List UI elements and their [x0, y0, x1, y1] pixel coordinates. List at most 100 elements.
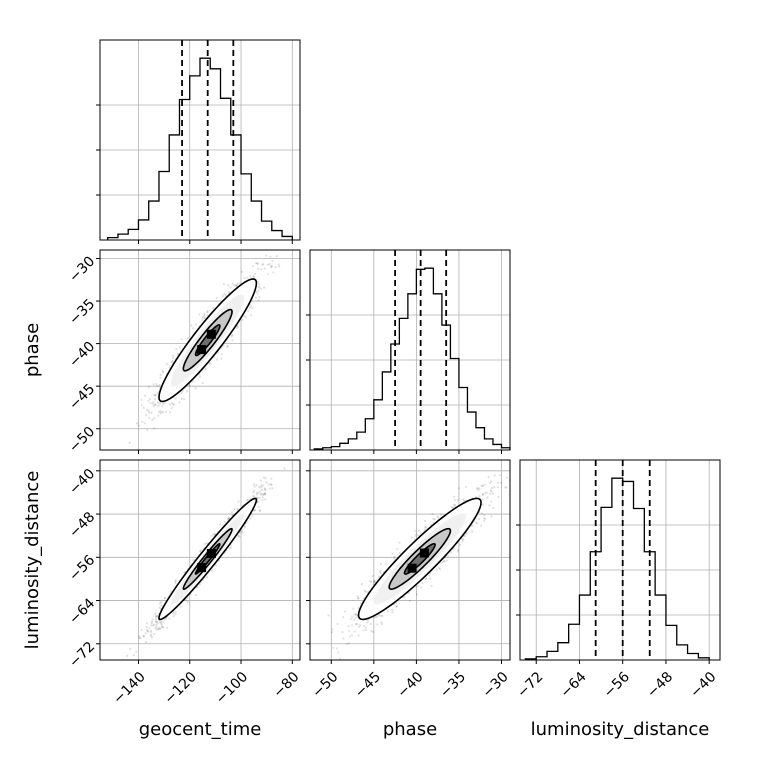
scatter-point	[453, 498, 456, 502]
scatter-point	[152, 417, 155, 420]
scatter-point	[176, 353, 179, 356]
scatter-point	[415, 532, 418, 536]
scatter-point	[262, 493, 265, 497]
density-core-bin	[206, 329, 216, 339]
scatter-point	[140, 398, 143, 401]
scatter-point	[395, 605, 398, 608]
scatter-point	[252, 494, 255, 497]
scatter-point	[364, 590, 367, 593]
scatter-point	[202, 314, 206, 317]
scatter-point	[159, 627, 162, 630]
scatter-point	[267, 483, 271, 486]
scatter-point	[257, 505, 260, 509]
scatter-point	[146, 408, 149, 411]
scatter-point	[246, 520, 249, 523]
scatter-point	[240, 270, 243, 273]
scatter-point	[336, 622, 339, 625]
scatter-point	[238, 535, 241, 538]
scatter-point	[347, 625, 350, 628]
scatter-point	[260, 287, 263, 291]
scatter-point	[384, 563, 387, 566]
contour-line	[158, 278, 258, 403]
scatter-point	[245, 316, 248, 319]
scatter-point	[261, 496, 264, 499]
scatter-point	[431, 512, 434, 516]
scatter-point	[241, 318, 244, 321]
scatter-point	[425, 578, 428, 581]
scatter-point	[251, 514, 254, 517]
scatter-point	[475, 521, 478, 524]
scatter-point	[206, 575, 209, 579]
scatter-point	[158, 621, 161, 624]
scatter-point	[147, 630, 150, 633]
scatter-point	[277, 263, 280, 266]
scatter-point	[415, 593, 418, 596]
density-panel-geocent-time-vs-phase: −50−45−40−35−30	[66, 249, 301, 456]
scatter-point	[186, 337, 190, 340]
scatter-point	[257, 500, 260, 503]
scatter-point	[153, 633, 156, 636]
scatter-point	[235, 285, 238, 288]
scatter-point	[168, 411, 172, 414]
scatter-point	[259, 479, 263, 482]
scatter-point	[180, 391, 183, 395]
scatter-point	[391, 611, 394, 614]
scatter-point	[231, 339, 234, 342]
scatter-point	[348, 635, 352, 638]
scatter-point	[126, 654, 129, 657]
scatter-point	[464, 534, 467, 538]
scatter-point	[378, 614, 381, 617]
scatter-point	[165, 410, 168, 413]
scatter-point	[152, 624, 155, 627]
scatter-point	[462, 538, 465, 541]
scatter-point	[166, 626, 169, 629]
scatter-point	[275, 255, 278, 258]
scatter-point	[196, 586, 199, 589]
scatter-point	[160, 604, 163, 607]
scatter-point	[261, 484, 265, 487]
scatter-point	[252, 274, 255, 278]
scatter-point	[362, 624, 366, 628]
scatter-point	[262, 493, 265, 496]
histogram-step	[313, 267, 511, 450]
scatter-point	[356, 597, 360, 600]
scatter-point	[235, 284, 238, 287]
scatter-point	[270, 483, 273, 486]
scatter-point	[274, 265, 277, 269]
scatter-point	[220, 346, 223, 350]
scatter-point	[481, 498, 484, 501]
scatter-point	[172, 614, 175, 618]
scatter-point	[210, 534, 213, 538]
scatter-point	[175, 348, 178, 351]
scatter-point	[347, 642, 351, 645]
scatter-point	[420, 586, 423, 589]
scatter-point	[138, 635, 141, 638]
scatter-point	[255, 290, 258, 293]
scatter-point	[424, 526, 427, 529]
scatter-point	[157, 410, 160, 414]
scatter-point	[231, 282, 234, 286]
scatter-point	[148, 626, 151, 630]
scatter-point	[270, 266, 273, 269]
scatter-point	[369, 622, 373, 626]
scatter-point	[342, 637, 345, 640]
scatter-point	[278, 265, 281, 268]
scatter-point	[154, 618, 158, 621]
scatter-point	[359, 602, 362, 605]
scatter-point	[421, 581, 424, 585]
scatter-point	[256, 262, 259, 265]
scatter-point	[160, 625, 163, 628]
scatter-point	[138, 636, 141, 639]
scatter-point	[153, 398, 156, 401]
scatter-point	[264, 498, 267, 501]
scatter-point	[156, 384, 159, 388]
scatter-point	[393, 558, 396, 561]
scatter-point	[254, 296, 258, 299]
scatter-point	[155, 382, 158, 386]
scatter-point	[155, 628, 158, 631]
scatter-point	[253, 508, 257, 512]
scatter-point	[492, 507, 495, 510]
scatter-point	[255, 493, 258, 496]
scatter-point	[168, 617, 171, 620]
scatter-point	[238, 282, 241, 285]
